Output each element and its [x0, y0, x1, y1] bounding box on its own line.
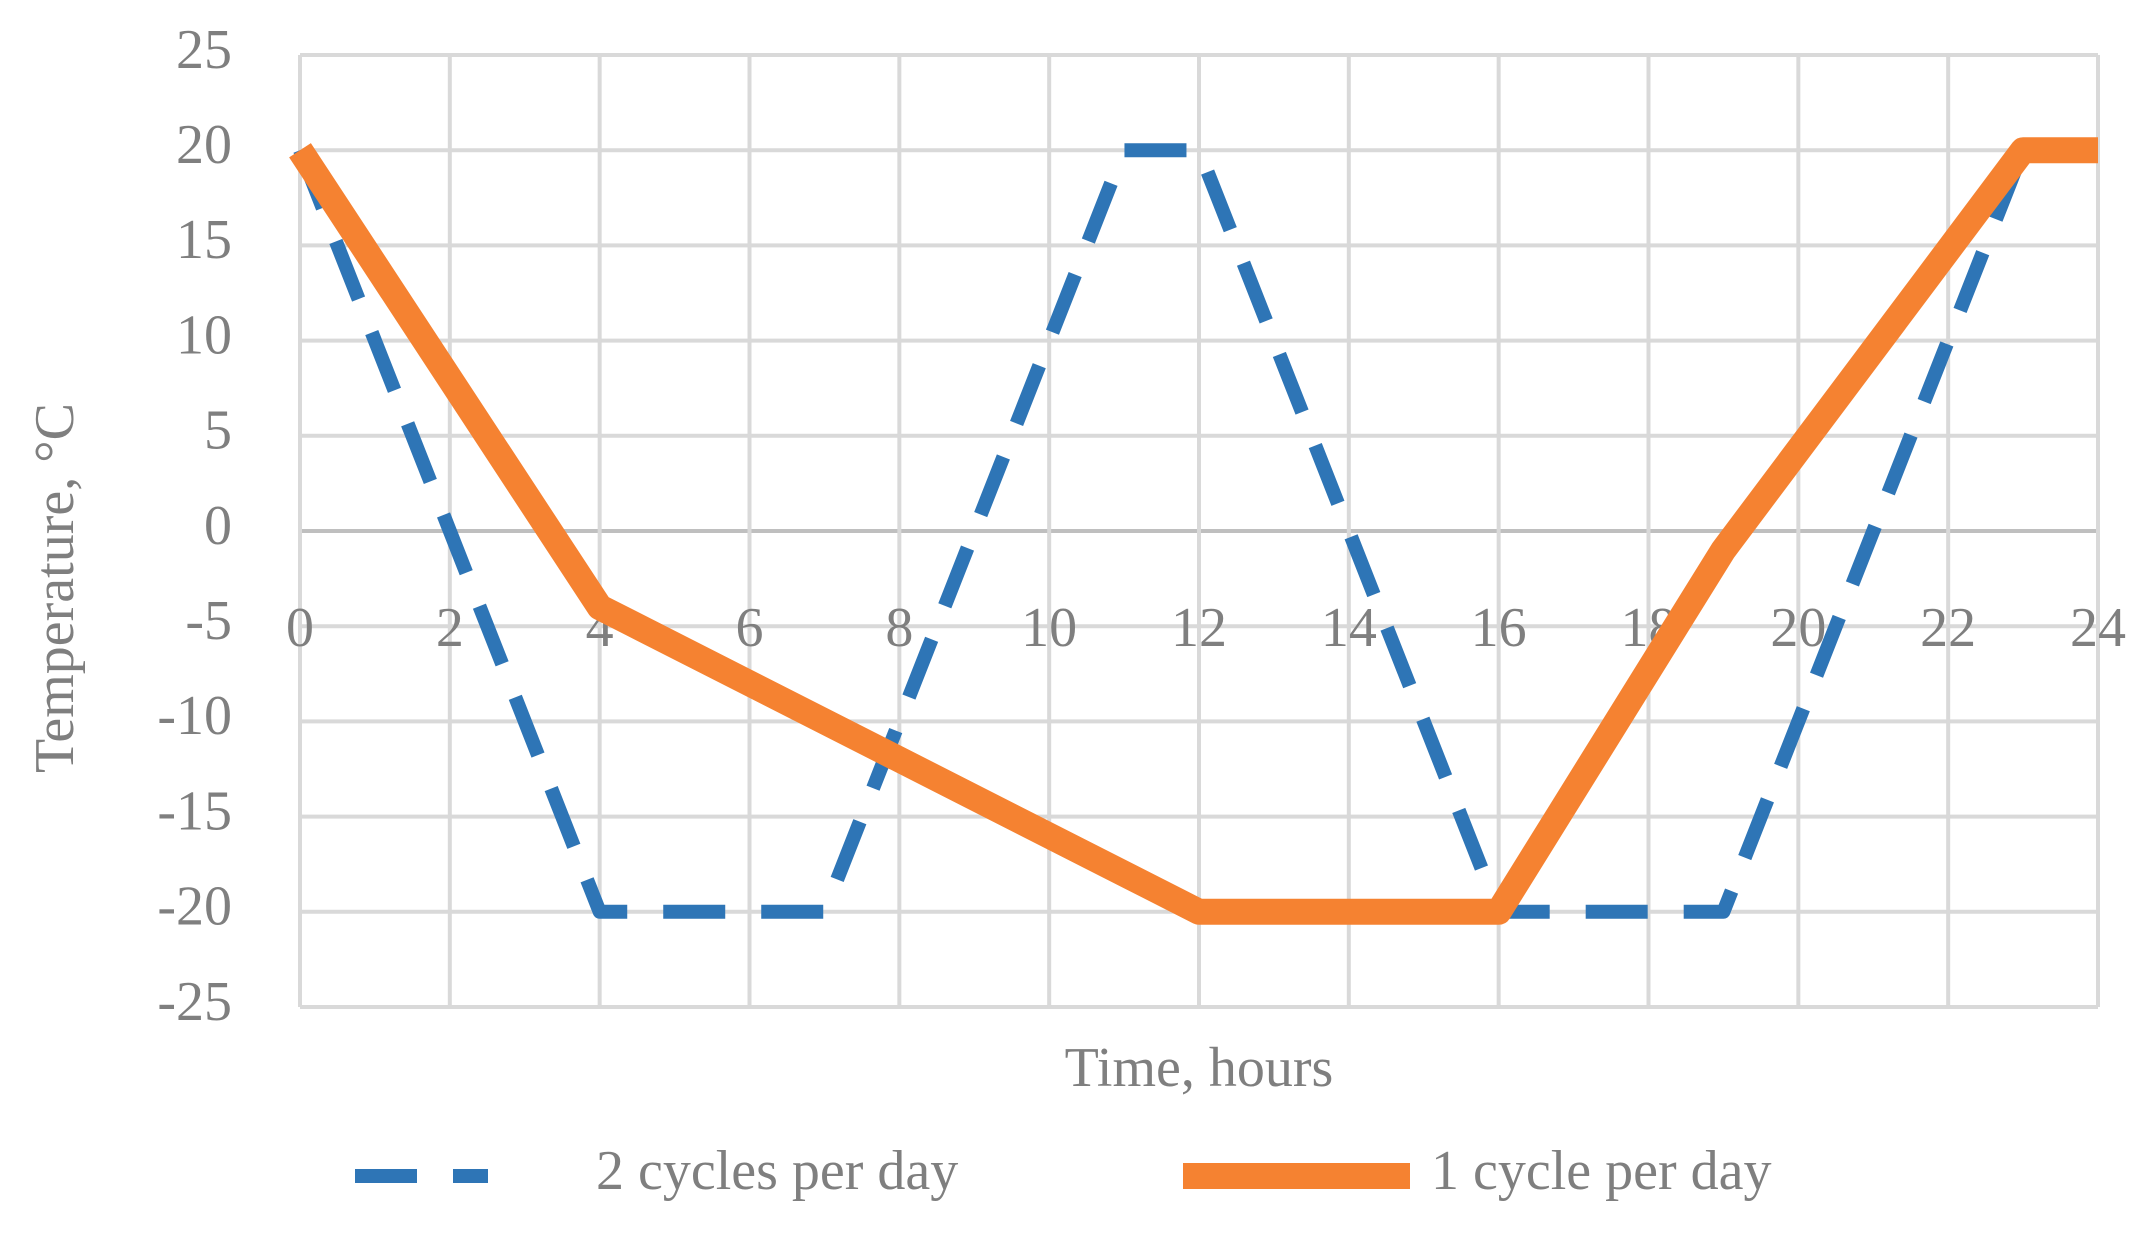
y-tick-label: 0	[204, 495, 232, 557]
x-tick-label: 2	[436, 597, 464, 659]
data-line	[293, 143, 2098, 919]
y-tick-label: 20	[176, 114, 232, 176]
y-tick-label: -20	[157, 876, 232, 938]
x-tick-label: 16	[1471, 597, 1527, 659]
y-tick-label: 15	[176, 209, 232, 271]
data-line	[289, 137, 2098, 925]
x-tick-label: 14	[1321, 597, 1377, 659]
x-tick-label: 6	[736, 597, 764, 659]
y-tick-label: 5	[204, 400, 232, 462]
x-tick-label: 24	[2070, 597, 2126, 659]
x-tick-label: 22	[1920, 597, 1976, 659]
y-axis-title: Temperature, °C	[24, 403, 86, 773]
y-tick-label: -5	[185, 590, 232, 652]
legend-label: 2 cycles per day	[596, 1140, 958, 1202]
x-tick-label: 10	[1021, 597, 1077, 659]
y-tick-label: -15	[157, 780, 232, 842]
x-tick-label: 20	[1770, 597, 1826, 659]
legend-label: 1 cycle per day	[1431, 1140, 1771, 1202]
x-tick-label: 12	[1171, 597, 1227, 659]
y-tick-label: 25	[176, 19, 232, 81]
x-tick-label: 0	[286, 597, 314, 659]
y-tick-label: 10	[176, 304, 232, 366]
x-axis-title: Time, hours	[1065, 1037, 1334, 1099]
x-tick-label: 8	[885, 597, 913, 659]
y-tick-label: -10	[157, 685, 232, 747]
y-tick-label: -25	[157, 971, 232, 1033]
